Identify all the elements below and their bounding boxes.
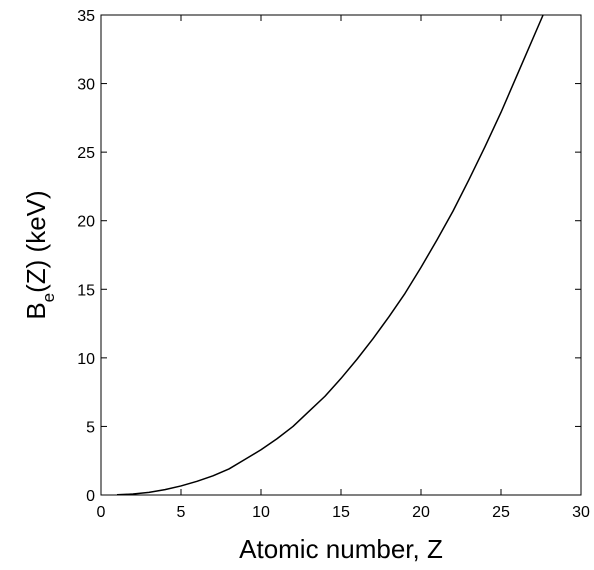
x-tick-label: 0: [97, 504, 106, 521]
y-axis-title-main: B: [21, 302, 51, 319]
y-tick-label: 0: [86, 488, 95, 505]
y-tick-label: 10: [77, 351, 95, 368]
y-tick-label: 20: [77, 214, 95, 231]
y-tick-label: 30: [77, 77, 95, 94]
series-layer: [116, 14, 544, 496]
x-tick-label: 5: [177, 504, 186, 521]
x-tick-label: 10: [252, 504, 270, 521]
plot-frame: [100, 14, 582, 496]
x-tick-label: 15: [332, 504, 350, 521]
y-axis-title-subscript: e: [39, 293, 58, 302]
x-axis-ticks: 0 5 10 15 20 25 30: [97, 15, 590, 521]
x-tick-label: 30: [572, 504, 590, 521]
x-tick-label: 25: [492, 504, 510, 521]
x-tick-label: 20: [412, 504, 430, 521]
series-line: [116, 14, 544, 496]
y-axis-ticks: 0 5 10 15 20 25 30 35: [77, 8, 581, 505]
x-axis-title: Atomic number, Z: [239, 534, 443, 564]
y-tick-label: 5: [86, 419, 95, 436]
y-axis-title-rest: (Z) (keV): [21, 190, 51, 293]
y-axis-title: Be(Z) (keV): [21, 190, 58, 319]
y-tick-label: 35: [77, 8, 95, 25]
y-tick-label: 15: [77, 282, 95, 299]
y-tick-label: 25: [77, 145, 95, 162]
